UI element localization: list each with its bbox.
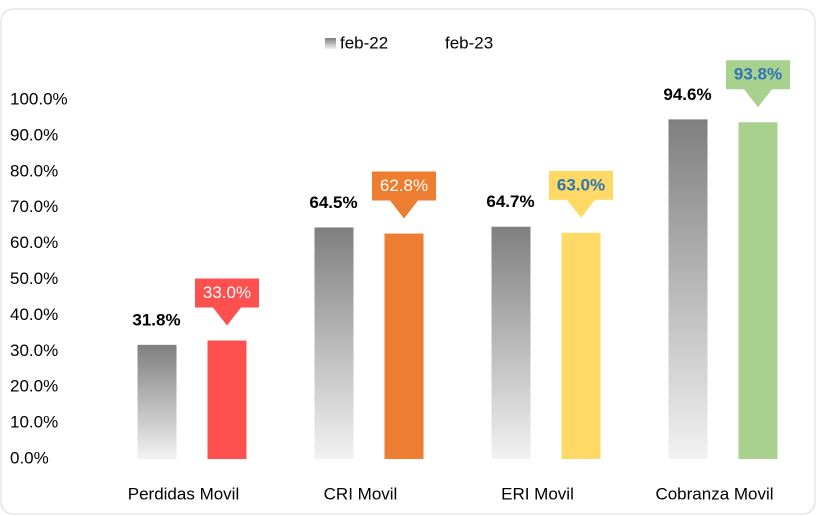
x-tick-label: Perdidas Movil <box>128 484 240 503</box>
data-label: 62.8% <box>380 176 428 195</box>
x-tick-label: CRI Movil <box>324 484 398 503</box>
y-tick-label: 80.0% <box>10 161 58 180</box>
bar <box>668 119 708 460</box>
bar <box>561 232 601 459</box>
legend-label: feb-22 <box>340 33 388 52</box>
bar <box>384 233 424 459</box>
y-tick-label: 100.0% <box>10 89 68 108</box>
data-label: 93.8% <box>734 65 782 84</box>
y-tick-label: 30.0% <box>10 341 58 360</box>
y-tick-label: 90.0% <box>10 125 58 144</box>
data-label: 33.0% <box>203 283 251 302</box>
y-tick-label: 40.0% <box>10 305 58 324</box>
y-tick-label: 20.0% <box>10 377 58 396</box>
data-label: 31.8% <box>132 310 180 329</box>
legend-label: feb-23 <box>445 33 493 52</box>
bar <box>137 344 177 459</box>
bar <box>738 122 778 460</box>
bar <box>207 340 247 459</box>
data-label: 63.0% <box>557 175 605 194</box>
callout <box>372 171 436 219</box>
callout <box>195 278 259 326</box>
y-tick-label: 70.0% <box>10 197 58 216</box>
bar <box>491 226 531 459</box>
callout <box>549 170 613 218</box>
y-tick-label: 50.0% <box>10 269 58 288</box>
y-tick-label: 60.0% <box>10 233 58 252</box>
data-label: 94.6% <box>663 85 711 104</box>
x-tick-label: ERI Movil <box>501 484 574 503</box>
data-label: 64.5% <box>309 193 357 212</box>
bar <box>314 227 354 459</box>
y-tick-label: 0.0% <box>10 448 49 467</box>
data-label: 64.7% <box>486 192 534 211</box>
y-tick-label: 10.0% <box>10 413 58 432</box>
legend-swatch <box>325 38 336 49</box>
x-tick-label: Cobranza Movil <box>655 484 773 503</box>
callout <box>726 60 790 108</box>
